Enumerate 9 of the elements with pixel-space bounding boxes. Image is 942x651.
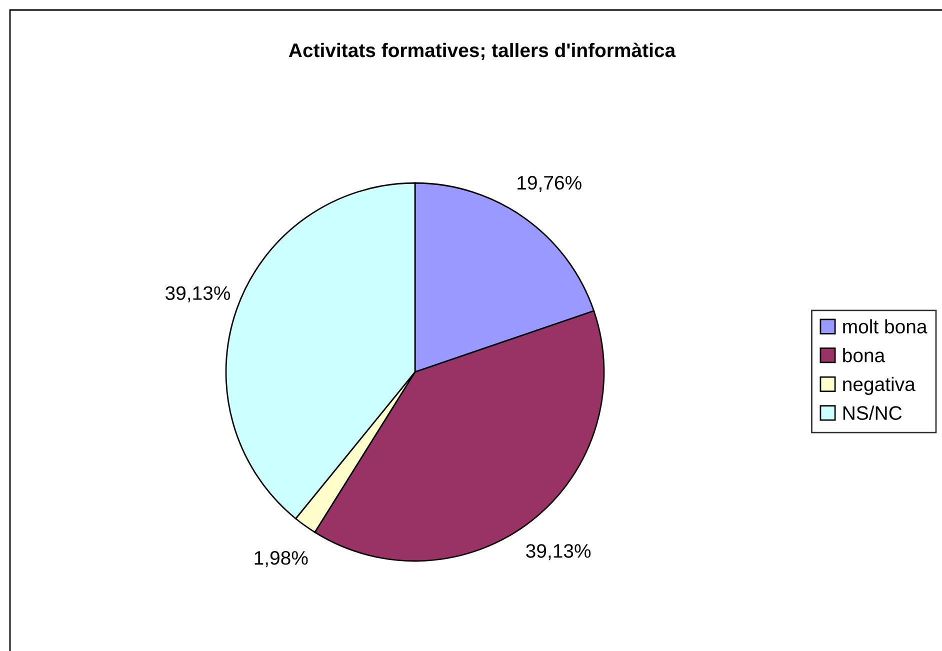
data-label: 1,98% [254, 551, 308, 568]
legend-label: bona [843, 348, 886, 362]
data-label: 39,13% [526, 544, 591, 560]
legend-label: molt bona [843, 319, 928, 334]
legend-label: negativa [843, 376, 916, 395]
data-label: 39,13% [166, 286, 230, 302]
legend-label: NS/NC [843, 406, 902, 420]
data-label: 19,76% [518, 176, 582, 192]
chart-title: Activitats formatives; tallers d'informàtica [288, 42, 676, 60]
